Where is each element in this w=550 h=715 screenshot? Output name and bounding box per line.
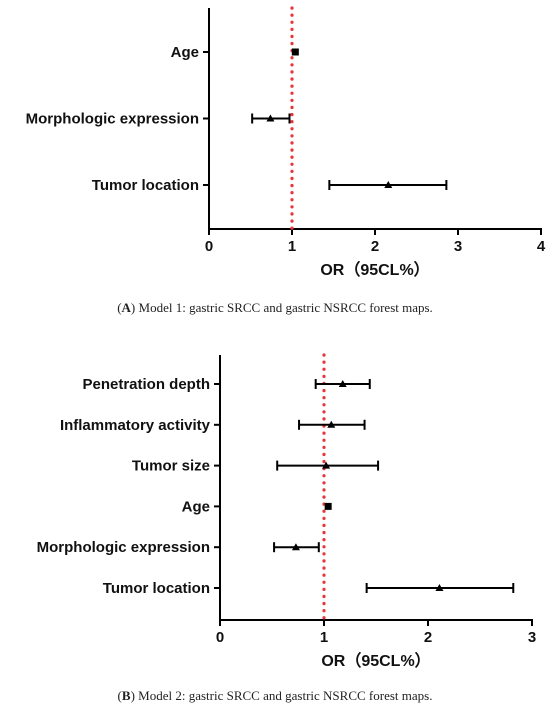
row-label: Tumor location [103,580,210,597]
row-label: Morphologic expression [26,111,199,128]
row-label: Inflammatory activity [60,417,211,434]
point-estimate-triangle [291,543,300,551]
x-tick-label: 2 [424,629,432,646]
point-estimate-triangle [338,380,347,387]
x-axis-label: OR（95CL%） [321,652,430,670]
row-label: Tumor location [92,177,199,194]
row-label: Tumor size [132,458,210,475]
point-estimate-triangle [435,584,444,591]
forest-plot-model-1: 0 1 2 3 4 OR（95CL%） Age Morphologic expression T… [26,6,546,279]
x-tick-label: 0 [205,238,213,255]
x-tick-label: 1 [320,629,328,646]
x-tick-label: 3 [528,629,536,646]
point-estimate-square [291,48,299,56]
point-estimate-triangle [327,420,336,428]
point-estimate-triangle [322,461,331,469]
row-label: Morphologic expression [37,539,210,556]
x-tick-label: 1 [288,238,296,255]
point-estimate-square [324,502,332,510]
x-tick-label: 0 [216,629,224,646]
x-axis-label: OR（95CL%） [320,261,429,279]
caption-b: (B) Model 2: gastric SRCC and gastric NS… [117,688,433,703]
x-tick-label: 2 [371,238,379,255]
caption-a: (A) Model 1: gastric SRCC and gastric NS… [117,300,433,315]
x-tick-label: 4 [537,238,546,255]
point-estimate-triangle [384,181,393,188]
row-label: Age [171,44,199,61]
row-label: Age [182,498,210,515]
forest-plot-model-2: 0 1 2 3 OR（95CL%） Penetration depth Inflammato… [37,353,536,670]
row-label: Penetration depth [82,376,210,393]
point-estimate-triangle [266,114,275,122]
x-tick-label: 3 [454,238,462,255]
